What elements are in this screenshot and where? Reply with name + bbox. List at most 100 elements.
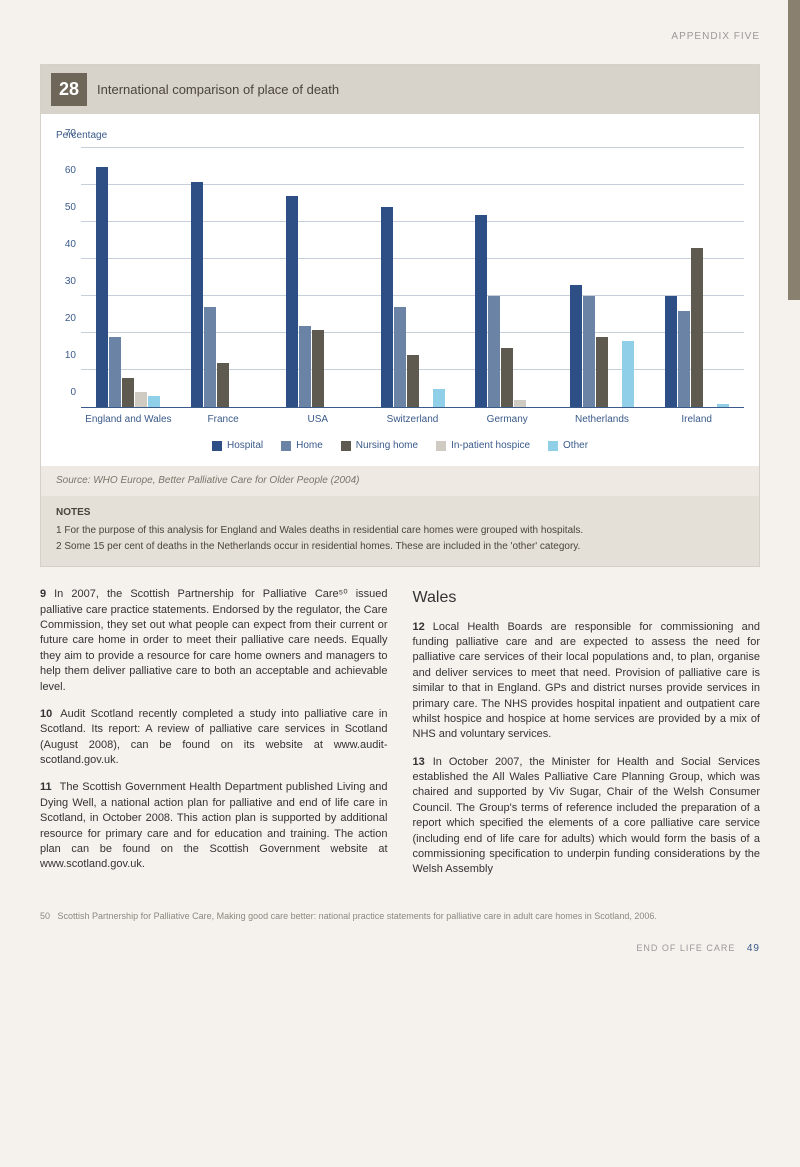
bar-group	[649, 148, 744, 407]
bar-group	[460, 148, 555, 407]
figure-title-bar: 28 International comparison of place of …	[41, 65, 759, 114]
chart-legend: Hospital Home Nursing home In-patient hospi…	[56, 427, 744, 461]
bar	[135, 392, 147, 407]
para-number: 12	[413, 621, 425, 633]
footer-label: END OF LIFE CARE	[636, 943, 735, 953]
bar	[514, 400, 526, 407]
y-tick-label: 70	[56, 127, 76, 141]
bar	[109, 337, 121, 407]
x-tick-label: England and Wales	[81, 413, 176, 427]
bar-group	[365, 148, 460, 407]
bar	[583, 296, 595, 407]
section-heading-wales: Wales	[413, 587, 761, 609]
bar	[312, 330, 324, 408]
footnote-text: Scottish Partnership for Palliative Care…	[58, 911, 657, 921]
paragraph: 10Audit Scotland recently completed a st…	[40, 707, 388, 769]
note-2: 2 Some 15 per cent of deaths in the Neth…	[56, 540, 744, 554]
y-tick-label: 10	[56, 349, 76, 363]
paragraph: 12Local Health Boards are responsible fo…	[413, 620, 761, 743]
paragraph: 9In 2007, the Scottish Partnership for P…	[40, 587, 388, 695]
legend-item: Home	[281, 439, 323, 453]
para-number: 9	[40, 588, 46, 600]
bar	[488, 296, 500, 407]
bar	[596, 337, 608, 407]
page-number: 49	[747, 943, 760, 954]
bar	[217, 363, 229, 407]
legend-label: Home	[296, 439, 323, 453]
bar	[501, 348, 513, 407]
x-tick-label: Switzerland	[365, 413, 460, 427]
y-tick-label: 0	[56, 386, 76, 400]
x-tick-label: Ireland	[649, 413, 744, 427]
figure-notes: NOTES 1 For the purpose of this analysis…	[41, 496, 759, 566]
chart-ylabel: Percentage	[56, 129, 744, 143]
bar	[122, 378, 134, 408]
bar-group	[176, 148, 271, 407]
x-tick-label: Germany	[460, 413, 555, 427]
legend-swatch	[548, 441, 558, 451]
legend-swatch	[341, 441, 351, 451]
legend-label: Other	[563, 439, 588, 453]
legend-item: Hospital	[212, 439, 263, 453]
legend-label: In-patient hospice	[451, 439, 530, 453]
page-footer: END OF LIFE CARE 49	[40, 942, 760, 956]
appendix-label: APPENDIX FIVE	[40, 30, 760, 44]
legend-label: Hospital	[227, 439, 263, 453]
figure-title: International comparison of place of dea…	[97, 81, 339, 99]
bar	[394, 307, 406, 407]
bar	[433, 389, 445, 408]
bar	[204, 307, 216, 407]
y-tick-label: 50	[56, 201, 76, 215]
chart-area: Percentage 010203040506070 England and W…	[41, 114, 759, 466]
bar	[148, 396, 160, 407]
figure-source: Source: WHO Europe, Better Palliative Ca…	[41, 466, 759, 496]
figure-number: 28	[51, 73, 87, 106]
x-tick-label: Netherlands	[555, 413, 650, 427]
bar	[717, 404, 729, 408]
notes-heading: NOTES	[56, 506, 744, 520]
note-1: 1 For the purpose of this analysis for E…	[56, 524, 744, 538]
left-column: 9In 2007, the Scottish Partnership for P…	[40, 587, 388, 890]
bar-group	[555, 148, 650, 407]
page-edge-decoration	[788, 0, 800, 300]
footnote: 50 Scottish Partnership for Palliative C…	[40, 910, 760, 923]
legend-swatch	[212, 441, 222, 451]
y-tick-label: 20	[56, 312, 76, 326]
bar-groups	[81, 148, 744, 407]
footnote-num: 50	[40, 911, 50, 921]
chart-x-labels: England and WalesFranceUSASwitzerlandGer…	[81, 408, 744, 427]
paragraph: 11The Scottish Government Health Departm…	[40, 780, 388, 872]
bar	[678, 311, 690, 407]
right-column: Wales 12Local Health Boards are responsib…	[413, 587, 761, 890]
bar	[286, 196, 298, 407]
para-number: 13	[413, 756, 425, 768]
bar	[691, 248, 703, 407]
bar	[96, 167, 108, 408]
chart-plot: 010203040506070	[81, 148, 744, 408]
bar	[475, 215, 487, 407]
legend-item: Other	[548, 439, 588, 453]
legend-label: Nursing home	[356, 439, 418, 453]
bar	[407, 355, 419, 407]
y-tick-label: 40	[56, 238, 76, 252]
bar	[622, 341, 634, 408]
legend-swatch	[281, 441, 291, 451]
figure-28: 28 International comparison of place of …	[40, 64, 760, 567]
bar	[570, 285, 582, 407]
bar	[381, 207, 393, 407]
bar	[191, 182, 203, 408]
bar	[299, 326, 311, 407]
bar	[665, 296, 677, 407]
y-tick-label: 30	[56, 275, 76, 289]
para-number: 10	[40, 708, 52, 720]
legend-item: Nursing home	[341, 439, 418, 453]
legend-swatch	[436, 441, 446, 451]
x-tick-label: USA	[270, 413, 365, 427]
body-columns: 9In 2007, the Scottish Partnership for P…	[40, 587, 760, 890]
x-tick-label: France	[176, 413, 271, 427]
y-tick-label: 60	[56, 164, 76, 178]
para-number: 11	[40, 781, 52, 793]
paragraph: 13In October 2007, the Minister for Heal…	[413, 755, 761, 878]
bar-group	[81, 148, 176, 407]
bar-group	[270, 148, 365, 407]
